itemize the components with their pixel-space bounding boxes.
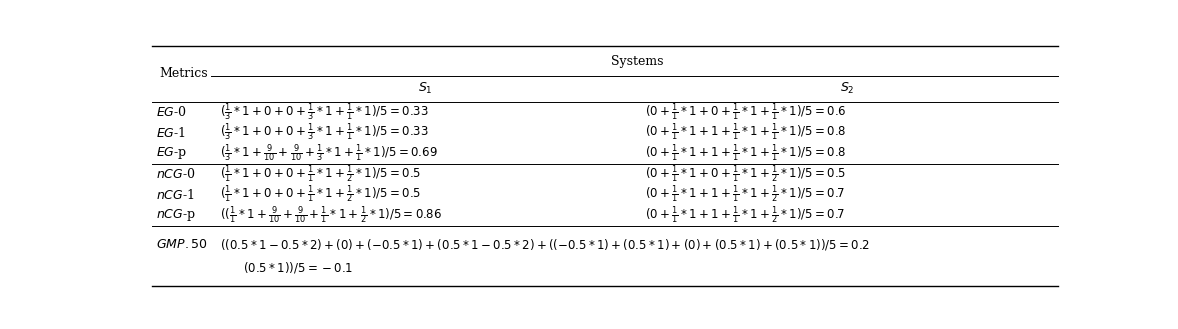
Text: $nCG$-p: $nCG$-p [157, 207, 197, 223]
Text: Metrics: Metrics [159, 67, 207, 80]
Text: $(0+\frac{1}{1}*1+0+\frac{1}{1}*1+\frac{1}{2}*1)/5=0.5$: $(0+\frac{1}{1}*1+0+\frac{1}{1}*1+\frac{… [644, 163, 846, 185]
Text: $(\frac{1}{3}*1+0+0+\frac{1}{3}*1+\frac{1}{1}*1)/5=0.33$: $(\frac{1}{3}*1+0+0+\frac{1}{3}*1+\frac{… [220, 101, 429, 123]
Text: $(\frac{1}{3}*1+\frac{9}{10}+\frac{9}{10}+\frac{1}{3}*1+\frac{1}{1}*1)/5=0.69$: $(\frac{1}{3}*1+\frac{9}{10}+\frac{9}{10… [220, 142, 438, 164]
Text: $EG$-p: $EG$-p [157, 145, 187, 161]
Text: $(\frac{1}{1}*1+0+0+\frac{1}{1}*1+\frac{1}{2}*1)/5=0.5$: $(\frac{1}{1}*1+0+0+\frac{1}{1}*1+\frac{… [220, 163, 422, 185]
Text: $nCG$-1: $nCG$-1 [157, 188, 196, 202]
Text: $(\frac{1}{3}*1+0+0+\frac{1}{3}*1+\frac{1}{1}*1)/5=0.33$: $(\frac{1}{3}*1+0+0+\frac{1}{3}*1+\frac{… [220, 122, 429, 143]
Text: $(0+\frac{1}{1}*1+1+\frac{1}{1}*1+\frac{1}{2}*1)/5=0.7$: $(0+\frac{1}{1}*1+1+\frac{1}{1}*1+\frac{… [644, 184, 846, 206]
Text: $(0+\frac{1}{1}*1+1+\frac{1}{1}*1+\frac{1}{2}*1)/5=0.7$: $(0+\frac{1}{1}*1+1+\frac{1}{1}*1+\frac{… [644, 205, 846, 226]
Text: $(0+\frac{1}{1}*1+1+\frac{1}{1}*1+\frac{1}{1}*1)/5=0.8$: $(0+\frac{1}{1}*1+1+\frac{1}{1}*1+\frac{… [644, 122, 846, 143]
Text: Systems: Systems [611, 55, 663, 67]
Text: $(\frac{1}{1}*1+0+0+\frac{1}{1}*1+\frac{1}{2}*1)/5=0.5$: $(\frac{1}{1}*1+0+0+\frac{1}{1}*1+\frac{… [220, 184, 422, 206]
Text: $S_2$: $S_2$ [840, 81, 854, 96]
Text: $(0+\frac{1}{1}*1+1+\frac{1}{1}*1+\frac{1}{1}*1)/5=0.8$: $(0+\frac{1}{1}*1+1+\frac{1}{1}*1+\frac{… [644, 142, 846, 164]
Text: $EG$-1: $EG$-1 [157, 126, 186, 139]
Text: $(0+\frac{1}{1}*1+0+\frac{1}{1}*1+\frac{1}{1}*1)/5=0.6$: $(0+\frac{1}{1}*1+0+\frac{1}{1}*1+\frac{… [644, 101, 846, 123]
Text: $S_1$: $S_1$ [418, 81, 434, 96]
Text: $((0.5*1-0.5*2)+(0)+(-0.5*1)+(0.5*1-0.5*2)+((-0.5*1)+(0.5*1)+(0)+(0.5*1)+(0.5*1): $((0.5*1-0.5*2)+(0)+(-0.5*1)+(0.5*1-0.5*… [220, 237, 869, 252]
Text: $(0.5*1))/5=-0.1$: $(0.5*1))/5=-0.1$ [243, 260, 353, 275]
Text: $GMP.50$: $GMP.50$ [157, 238, 207, 251]
Text: $nCG$-0: $nCG$-0 [157, 167, 196, 181]
Text: $((\frac{1}{1}*1+\frac{9}{10}+\frac{9}{10}+\frac{1}{1}*1+\frac{1}{2}*1)/5=0.86$: $((\frac{1}{1}*1+\frac{9}{10}+\frac{9}{1… [220, 205, 443, 226]
Text: $EG$-0: $EG$-0 [157, 105, 187, 119]
